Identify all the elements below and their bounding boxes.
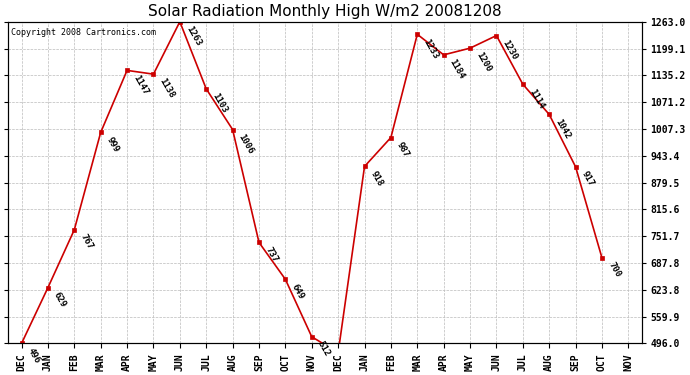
Text: 737: 737 xyxy=(263,245,279,264)
Text: 700: 700 xyxy=(606,261,622,279)
Text: 649: 649 xyxy=(290,282,306,300)
Text: 496: 496 xyxy=(26,346,41,365)
Title: Solar Radiation Monthly High W/m2 20081208: Solar Radiation Monthly High W/m2 200812… xyxy=(148,4,502,19)
Text: 1138: 1138 xyxy=(157,77,176,100)
Text: 474: 474 xyxy=(0,374,1,375)
Text: 512: 512 xyxy=(316,339,332,358)
Text: 999: 999 xyxy=(105,135,121,154)
Text: Copyright 2008 Cartronics.com: Copyright 2008 Cartronics.com xyxy=(12,28,157,37)
Text: 1114: 1114 xyxy=(527,87,546,110)
Text: 1184: 1184 xyxy=(448,58,466,81)
Text: 1006: 1006 xyxy=(237,132,255,155)
Text: 629: 629 xyxy=(52,291,68,309)
Text: 987: 987 xyxy=(395,140,411,159)
Text: 1200: 1200 xyxy=(474,51,493,74)
Text: 917: 917 xyxy=(580,170,595,188)
Text: 1263: 1263 xyxy=(184,24,203,48)
Text: 1230: 1230 xyxy=(501,38,519,62)
Text: 1233: 1233 xyxy=(422,37,440,60)
Text: 1103: 1103 xyxy=(210,92,229,115)
Text: 1147: 1147 xyxy=(131,73,150,96)
Text: 1042: 1042 xyxy=(553,117,572,140)
Text: 767: 767 xyxy=(79,232,95,251)
Text: 918: 918 xyxy=(368,169,384,188)
